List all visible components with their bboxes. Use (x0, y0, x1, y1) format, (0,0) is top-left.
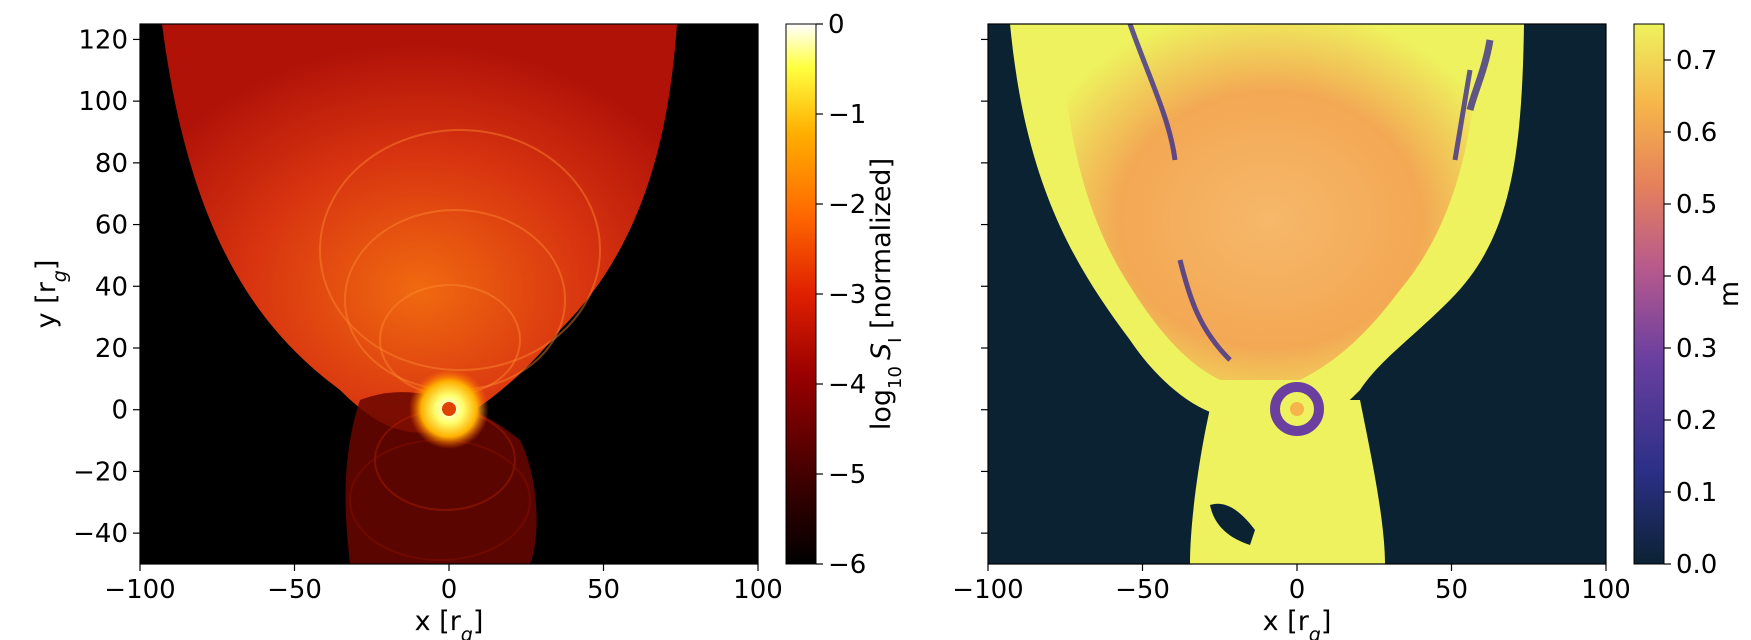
left-y-ticks: −40 −20 0 20 40 60 80 100 120 (73, 25, 140, 549)
right-x-tick-label: 100 (1581, 575, 1631, 605)
right-colorbar-tick-label: 0.0 (1676, 550, 1717, 580)
right-colorbar: 0.0 0.1 0.2 0.3 0.4 0.5 0.6 0.7 m (1633, 23, 1745, 580)
right-depolarized-streaks (1127, 24, 1494, 362)
right-colorbar-tick-label: 0.6 (1676, 118, 1717, 148)
left-x-tick-label: 0 (441, 575, 458, 605)
left-x-tick-label: −50 (267, 575, 322, 605)
left-y-tick-label: 40 (95, 272, 128, 302)
right-colorbar-tick-label: 0.1 (1676, 478, 1717, 508)
right-x-axis-label: x [rg] (1263, 606, 1332, 640)
right-dark-lobe (1210, 503, 1255, 545)
right-colorbar-tick-label: 0.4 (1676, 262, 1717, 292)
right-x-tick-label: −100 (952, 575, 1023, 605)
left-colorbar: −6 −5 −4 −3 −2 −1 0 log10SI [normalized] (785, 10, 906, 580)
left-colorbar-tick-label: −2 (828, 190, 866, 220)
left-y-tick-label: 20 (95, 334, 128, 364)
right-y-ticks (981, 38, 988, 534)
left-colorbar-ticks: −6 −5 −4 −3 −2 −1 0 (816, 10, 866, 580)
right-colorbar-ticks: 0.0 0.1 0.2 0.3 0.4 0.5 0.6 0.7 (1664, 46, 1717, 580)
right-heatmap (988, 24, 1606, 564)
left-y-tick-label: 100 (78, 87, 128, 117)
left-colorbar-gradient (785, 23, 817, 565)
left-colorbar-tick-label: −5 (828, 460, 866, 490)
left-x-tick-label: 50 (587, 575, 620, 605)
left-y-tick-label: −20 (73, 457, 128, 487)
right-x-ticks: −100 −50 0 50 100 (952, 564, 1631, 605)
left-heatmap (140, 24, 758, 564)
left-colorbar-tick-label: −4 (828, 370, 866, 400)
left-y-tick-label: 120 (78, 25, 128, 55)
left-y-axis-label: y [rg] (31, 260, 71, 329)
left-y-tick-label: −40 (73, 519, 128, 549)
right-x-tick-label: 0 (1289, 575, 1306, 605)
left-y-tick-label: 60 (95, 211, 128, 241)
right-core (1290, 402, 1304, 416)
left-plume (162, 24, 677, 433)
left-core-shadow (442, 402, 456, 416)
left-x-tick-label: −100 (104, 575, 175, 605)
left-panel: −100 −50 0 50 100 −40 −20 0 20 40 60 80 100 120 x [r… (31, 23, 783, 640)
left-y-tick-label: 0 (111, 396, 128, 426)
left-colorbar-label: log10SI [normalized] (866, 158, 906, 430)
left-colorbar-tick-label: −1 (828, 100, 866, 130)
right-panel: −100 −50 0 50 100 x [rg] (952, 23, 1631, 640)
left-colorbar-tick-label: −3 (828, 280, 866, 310)
right-colorbar-tick-label: 0.5 (1676, 190, 1717, 220)
left-x-axis-label: x [rg] (415, 606, 484, 640)
right-colorbar-tick-label: 0.3 (1676, 334, 1717, 364)
right-x-tick-label: 50 (1435, 575, 1468, 605)
right-colorbar-label: m (1714, 281, 1745, 307)
right-colorbar-gradient (1633, 23, 1665, 565)
right-colorbar-tick-label: 0.2 (1676, 406, 1717, 436)
right-core-ring (1270, 382, 1324, 436)
left-plume-lower-rings (345, 392, 537, 564)
left-x-ticks: −100 −50 0 50 100 (104, 564, 783, 605)
left-y-tick-label: 80 (95, 149, 128, 179)
right-x-tick-label: −50 (1115, 575, 1170, 605)
left-x-tick-label: 100 (733, 575, 783, 605)
left-colorbar-tick-label: −6 (828, 550, 866, 580)
right-colorbar-tick-label: 0.7 (1676, 46, 1717, 76)
left-colorbar-tick-label: 0 (828, 10, 845, 40)
